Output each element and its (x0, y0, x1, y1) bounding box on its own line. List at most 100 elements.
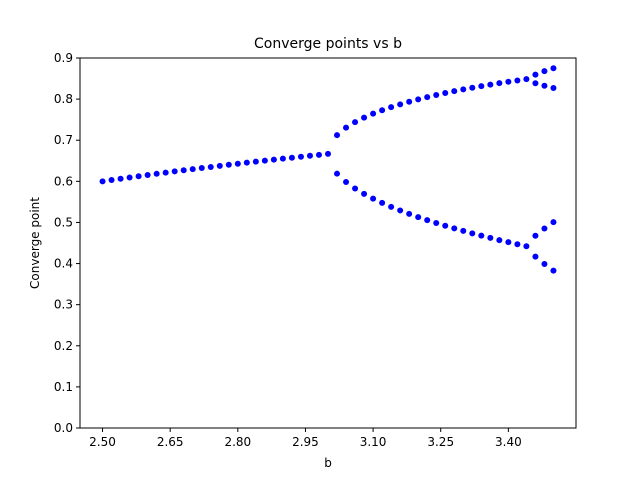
point (442, 90, 449, 97)
point (532, 71, 539, 78)
x-tick-label: 2.50 (89, 435, 116, 449)
point (550, 85, 557, 92)
point (270, 156, 277, 163)
y-tick-label: 0.8 (54, 92, 73, 106)
point (397, 207, 404, 214)
point (415, 96, 422, 103)
x-tick-label: 2.80 (224, 435, 251, 449)
point (514, 77, 521, 84)
point (261, 157, 268, 164)
point (523, 76, 530, 83)
chart-title: Converge points vs b (254, 36, 402, 52)
y-tick-label: 0.9 (54, 51, 73, 65)
point (487, 81, 494, 88)
point (216, 162, 223, 169)
point (379, 199, 386, 206)
point (496, 80, 503, 87)
point (352, 185, 359, 192)
x-tick-label: 2.65 (157, 435, 184, 449)
point (171, 168, 178, 175)
x-tick-label: 3.10 (360, 435, 387, 449)
point (370, 110, 377, 117)
y-tick-label: 0.6 (54, 174, 73, 188)
point (550, 65, 557, 72)
x-tick-label: 2.95 (292, 435, 319, 449)
y-tick-label: 0.2 (54, 339, 73, 353)
point (352, 119, 359, 126)
point (478, 232, 485, 239)
point (541, 261, 548, 268)
point (180, 167, 187, 174)
point (442, 222, 449, 229)
y-tick-label: 0.7 (54, 133, 73, 147)
point (415, 214, 422, 221)
point (279, 155, 286, 162)
y-tick-label: 0.4 (54, 257, 73, 271)
point (505, 78, 512, 85)
point (532, 80, 539, 87)
point (406, 98, 413, 105)
point (343, 178, 350, 185)
point (144, 172, 151, 179)
point (469, 84, 476, 91)
point (153, 170, 160, 177)
point (541, 225, 548, 232)
point (451, 88, 458, 95)
y-axis-label: Converge point (28, 197, 42, 289)
x-tick-label: 3.40 (495, 435, 522, 449)
point (108, 177, 115, 184)
point (361, 190, 368, 197)
point (315, 151, 322, 158)
point (433, 220, 440, 227)
point (550, 267, 557, 274)
y-tick-label: 0.3 (54, 298, 73, 312)
point (532, 232, 539, 239)
point (478, 83, 485, 90)
point (325, 150, 331, 157)
point (379, 107, 386, 114)
point (297, 153, 304, 160)
point (487, 234, 494, 241)
point (496, 237, 503, 244)
point (424, 94, 431, 101)
point (514, 241, 521, 248)
point (117, 175, 124, 182)
point (198, 165, 205, 172)
point (397, 101, 404, 108)
point (99, 178, 106, 185)
point (550, 219, 557, 226)
point (288, 154, 295, 161)
point (433, 92, 440, 98)
point (189, 166, 196, 173)
x-axis-label: b (324, 456, 332, 470)
point (361, 114, 368, 121)
point (252, 158, 259, 165)
point (541, 82, 548, 89)
point (532, 253, 539, 260)
point (424, 217, 431, 224)
point (234, 160, 241, 167)
point (370, 195, 377, 202)
point (388, 104, 395, 111)
point (243, 159, 250, 166)
point (469, 230, 476, 237)
point (207, 163, 214, 170)
point (541, 68, 548, 75)
point (126, 174, 133, 181)
x-tick-label: 3.25 (427, 435, 454, 449)
y-tick-label: 0.0 (54, 421, 73, 435)
point (135, 173, 142, 180)
point (406, 210, 413, 217)
point (505, 239, 512, 246)
point (334, 132, 341, 139)
point (451, 225, 458, 232)
y-tick-label: 0.1 (54, 380, 73, 394)
point (523, 243, 530, 250)
point (460, 227, 467, 234)
point (460, 86, 467, 93)
plot-frame (79, 57, 577, 429)
point (343, 124, 350, 131)
point (162, 169, 169, 176)
point (388, 203, 395, 210)
